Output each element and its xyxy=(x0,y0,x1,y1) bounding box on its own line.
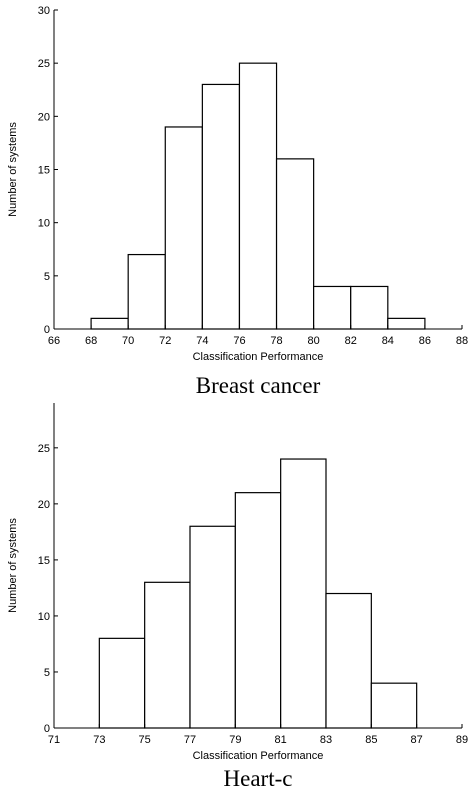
ticks: 66 68 70 72 74 76 78 80 82 84 86 88 0 5 10 15 20 25 30 xyxy=(38,5,468,347)
y-tick-label: 15 xyxy=(38,555,50,567)
axes xyxy=(53,403,462,729)
bar-85-87 xyxy=(370,682,418,729)
x-tick-label: 70 xyxy=(122,335,134,347)
x-tick-label: 81 xyxy=(275,734,287,746)
x-tick-label: 89 xyxy=(456,734,468,746)
bar-73-75 xyxy=(98,637,146,729)
bar-75-77 xyxy=(144,581,191,729)
y-axis-label: Number of systems xyxy=(7,122,19,217)
bar-84-86 xyxy=(387,317,426,330)
x-tick-label: 87 xyxy=(411,734,423,746)
x-tick-label: 86 xyxy=(419,335,431,347)
y-tick-label: 25 xyxy=(38,443,50,455)
y-tick-label: 5 xyxy=(44,667,50,679)
bar-72-74 xyxy=(164,126,203,330)
chart-heart-c: 71 73 75 77 79 81 83 85 87 89 0 5 10 15 20 25 Classific… xyxy=(7,403,468,791)
y-tick-label: 0 xyxy=(44,723,50,735)
x-tick-label: 76 xyxy=(233,335,245,347)
bar-83-85 xyxy=(325,592,372,729)
chart-breast-cancer: 66 68 70 72 74 76 78 80 82 84 86 88 0 5 10 15 20 25 30 Cla… xyxy=(7,5,468,398)
x-tick-label: 73 xyxy=(93,734,105,746)
bar-76-78 xyxy=(238,62,278,330)
bars xyxy=(98,458,418,729)
y-tick-label: 15 xyxy=(38,165,50,177)
y-tick-label: 0 xyxy=(44,324,50,336)
y-tick-label: 25 xyxy=(38,58,50,70)
x-tick-label: 80 xyxy=(308,335,320,347)
x-tick-label: 79 xyxy=(229,734,241,746)
y-tick-label: 10 xyxy=(38,611,50,623)
x-tick-label: 72 xyxy=(159,335,171,347)
bar-77-79 xyxy=(189,525,236,729)
bar-81-83 xyxy=(280,458,327,729)
bar-70-72 xyxy=(127,253,166,330)
x-tick-label: 75 xyxy=(139,734,151,746)
y-tick-label: 20 xyxy=(38,111,50,123)
x-tick-label: 83 xyxy=(320,734,332,746)
y-tick-label: 30 xyxy=(38,5,50,17)
chart-caption: Breast cancer xyxy=(196,373,321,398)
ticks: 71 73 75 77 79 81 83 85 87 89 0 5 10 15 20 25 xyxy=(38,443,468,746)
x-tick-label: 66 xyxy=(48,335,60,347)
y-tick-label: 10 xyxy=(38,218,50,230)
x-tick-label: 88 xyxy=(456,335,468,347)
x-tick-label: 68 xyxy=(85,335,97,347)
y-tick-label: 5 xyxy=(44,271,50,283)
bar-78-80 xyxy=(275,158,315,330)
y-axis-label: Number of systems xyxy=(7,518,19,613)
y-tick-label: 20 xyxy=(38,499,50,511)
bar-80-82 xyxy=(313,285,352,330)
x-tick-label: 74 xyxy=(196,335,208,347)
bar-74-76 xyxy=(201,83,241,330)
x-axis-label: Classification Performance xyxy=(193,750,324,762)
chart-caption: Heart-c xyxy=(224,766,293,791)
x-tick-label: 77 xyxy=(184,734,196,746)
bar-79-81 xyxy=(234,492,282,729)
x-axis-label: Classification Performance xyxy=(193,351,324,363)
x-tick-label: 85 xyxy=(365,734,377,746)
x-tick-label: 78 xyxy=(270,335,282,347)
bars xyxy=(90,62,426,330)
x-tick-label: 84 xyxy=(382,335,394,347)
x-tick-label: 82 xyxy=(345,335,357,347)
bar-82-84 xyxy=(350,285,389,330)
bar-68-70 xyxy=(90,317,129,330)
x-tick-label: 71 xyxy=(48,734,60,746)
